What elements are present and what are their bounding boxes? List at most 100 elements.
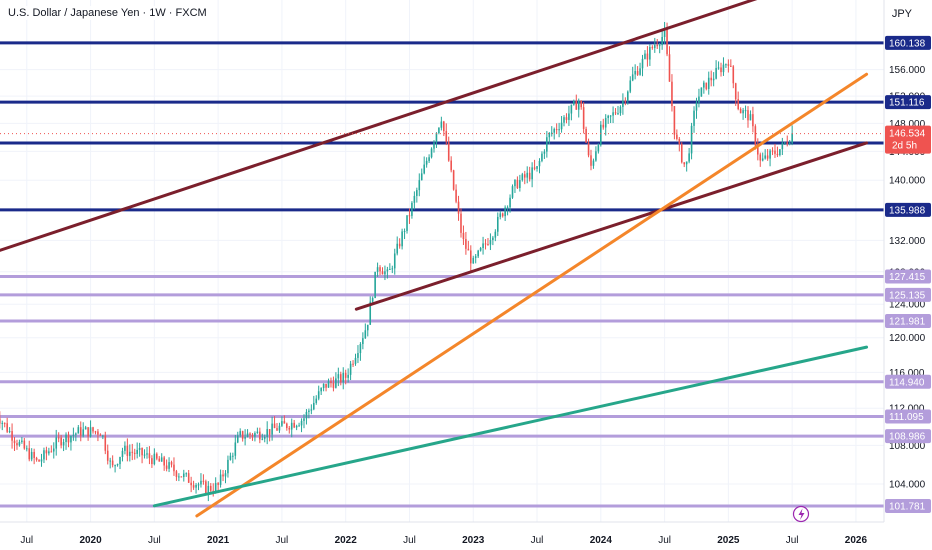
candle-body xyxy=(788,142,791,145)
countdown-label: 2d 5h xyxy=(892,141,917,152)
candle-body xyxy=(180,476,183,478)
candle-body xyxy=(462,232,465,240)
candle-body xyxy=(384,271,386,275)
candle-body xyxy=(173,464,175,472)
candle-body xyxy=(430,148,433,158)
candle-body xyxy=(160,457,163,462)
candles xyxy=(0,21,793,502)
candle-body xyxy=(283,421,286,424)
candle-body xyxy=(595,151,597,161)
candle-body xyxy=(148,453,151,459)
candle-body xyxy=(342,372,345,383)
candle-body xyxy=(224,473,227,477)
candle-body xyxy=(646,53,649,60)
candle-body xyxy=(18,441,21,446)
candle-body xyxy=(209,485,212,491)
candle-body xyxy=(725,64,727,66)
candle-body xyxy=(683,162,686,165)
candle-body xyxy=(129,451,131,456)
candle-body xyxy=(94,431,97,433)
x-tick-label: Jul xyxy=(403,535,416,546)
candle-body xyxy=(764,155,766,159)
candle-body xyxy=(317,391,320,399)
candle-body xyxy=(187,473,190,483)
candle-body xyxy=(550,132,553,134)
candle-body xyxy=(1,422,4,424)
lightning-icon[interactable] xyxy=(792,505,810,523)
candle-body xyxy=(236,435,239,443)
candle-body xyxy=(563,117,565,123)
candle-body xyxy=(369,301,372,325)
candle-body xyxy=(310,409,313,411)
candle-body xyxy=(761,158,764,161)
symbol-title[interactable]: U.S. Dollar / Japanese Yen · 1W · FXCM xyxy=(6,6,209,20)
candle-body xyxy=(52,448,55,452)
candle-body xyxy=(568,113,570,120)
candle-body xyxy=(62,442,65,446)
level-tag-135.988: 135.988 xyxy=(889,205,926,216)
candle-body xyxy=(710,77,713,81)
candle-body xyxy=(499,213,502,217)
candle-body xyxy=(178,476,180,478)
candle-body xyxy=(72,434,75,436)
candle-body xyxy=(416,190,418,196)
level-tag-101.781: 101.781 xyxy=(889,502,926,513)
candle-body xyxy=(308,410,310,412)
candle-body xyxy=(577,100,580,110)
candle-body xyxy=(565,117,568,120)
candle-body xyxy=(281,421,283,426)
candle-body xyxy=(288,428,291,430)
candle-body xyxy=(533,167,536,169)
candle-body xyxy=(570,104,573,114)
candle-body xyxy=(217,483,219,485)
candle-body xyxy=(440,121,443,128)
candle-body xyxy=(48,451,50,454)
candle-body xyxy=(769,150,771,159)
candle-body xyxy=(511,186,514,198)
candle-body xyxy=(322,383,325,389)
candle-body xyxy=(298,425,300,427)
candle-body xyxy=(119,456,121,465)
maroon-trendline xyxy=(354,141,869,311)
candle-body xyxy=(25,448,28,450)
y-tick-label: 104.000 xyxy=(889,479,926,490)
level-tag-bg xyxy=(885,314,931,329)
candle-body xyxy=(695,102,698,111)
candle-body xyxy=(644,53,646,59)
candle-body xyxy=(465,239,467,249)
candle-body xyxy=(413,195,416,203)
candle-body xyxy=(65,434,67,443)
candle-body xyxy=(114,465,116,467)
x-tick-label: 2022 xyxy=(335,535,358,546)
candle-body xyxy=(151,458,153,465)
candle-body xyxy=(757,145,759,155)
candle-body xyxy=(685,161,688,165)
level-tag-bg xyxy=(885,499,931,514)
candle-body xyxy=(776,153,779,156)
candle-body xyxy=(516,179,519,189)
candle-body xyxy=(666,28,668,55)
candle-body xyxy=(631,74,634,81)
lightning-icon-bolt xyxy=(798,508,805,520)
level-tag-bg xyxy=(885,374,931,389)
candle-body xyxy=(673,106,676,135)
candle-body xyxy=(205,481,207,494)
candle-body xyxy=(604,118,607,128)
candle-body xyxy=(327,381,330,388)
candle-body xyxy=(705,82,708,89)
y-tick-label: 112.000 xyxy=(889,404,925,415)
candle-body xyxy=(153,453,156,465)
candle-body xyxy=(141,447,143,456)
candle-body xyxy=(55,437,58,449)
candle-body xyxy=(40,459,43,462)
candle-body xyxy=(89,427,92,437)
candle-body xyxy=(126,445,129,456)
y-tick-label: 156.000 xyxy=(889,65,926,76)
candle-body xyxy=(590,155,592,166)
candle-body xyxy=(222,474,224,477)
candle-body xyxy=(168,462,170,469)
candle-body xyxy=(651,47,654,49)
candle-body xyxy=(592,160,595,166)
